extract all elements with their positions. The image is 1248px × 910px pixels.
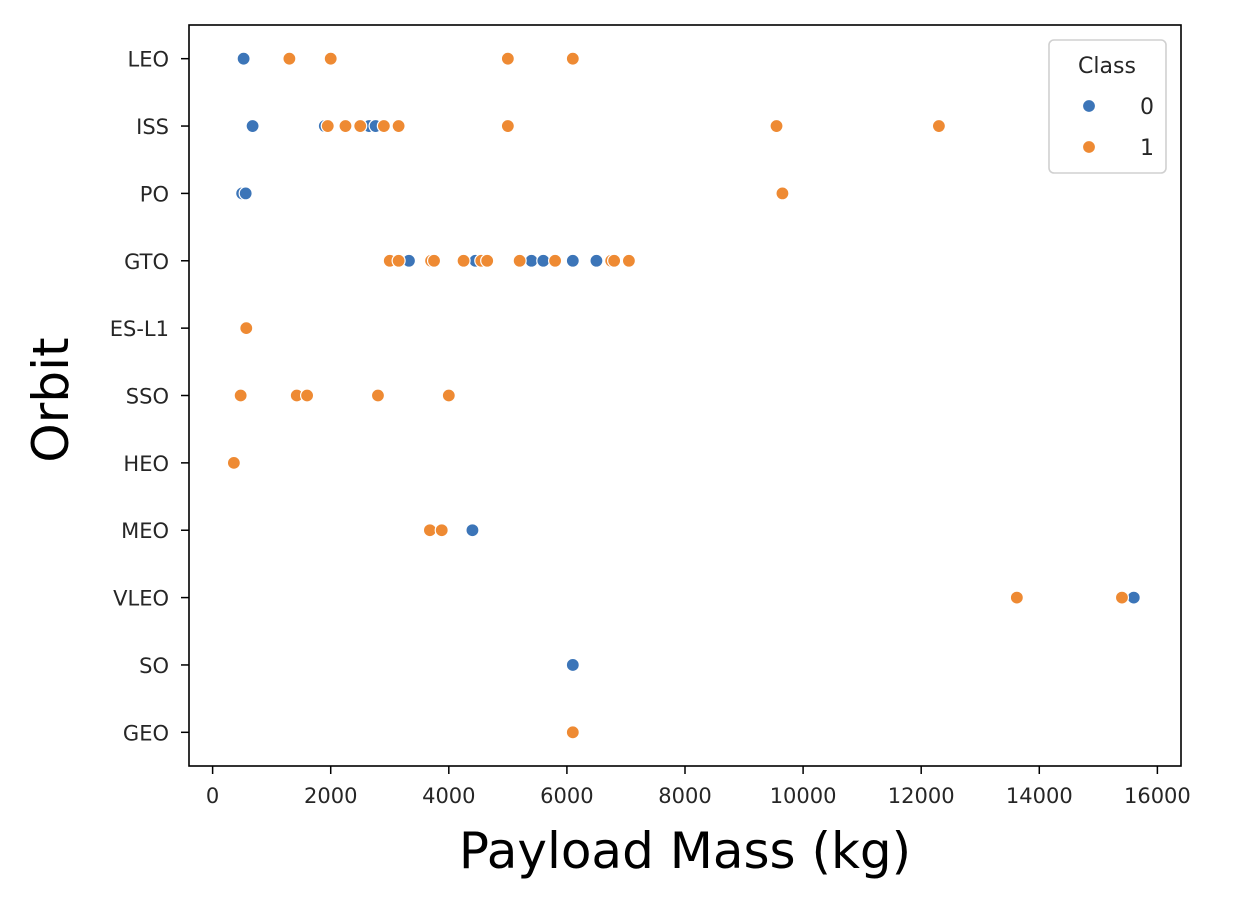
data-point-class-1 <box>1009 590 1024 605</box>
x-tick-label: 16000 <box>1124 784 1191 808</box>
data-point-class-1 <box>299 388 315 403</box>
y-tick-label: SSO <box>126 385 169 409</box>
y-tick-label: PO <box>140 182 169 206</box>
y-tick-label: VLEO <box>113 587 169 611</box>
x-tick-label: 2000 <box>304 784 357 808</box>
data-point-class-1 <box>565 725 580 740</box>
y-tick-label: GTO <box>124 250 169 274</box>
legend-marker-class-1 <box>1081 139 1097 155</box>
legend-label-class-0: 0 <box>1140 95 1154 120</box>
legend-box <box>1048 39 1167 174</box>
legend-title: Class <box>1078 54 1136 79</box>
data-point-class-1 <box>320 118 335 134</box>
legend-marker-class-0 <box>1081 98 1097 114</box>
data-point-class-1 <box>480 253 495 268</box>
data-point-class-1 <box>775 186 790 201</box>
y-tick-label: ES-L1 <box>110 317 169 341</box>
data-point-class-1 <box>282 51 297 66</box>
legend: Class 0 1 <box>1048 39 1167 174</box>
y-axis-title: Orbit <box>22 337 80 462</box>
y-tick-label: MEO <box>121 519 169 543</box>
data-point-class-1 <box>391 253 406 268</box>
data-point-class-0 <box>245 118 260 134</box>
data-point-class-1 <box>547 253 563 268</box>
data-point-class-1 <box>226 455 241 470</box>
data-point-class-1 <box>512 253 527 268</box>
data-point-class-1 <box>233 388 248 403</box>
data-points <box>226 51 1141 740</box>
x-tick-label: 0 <box>206 784 219 808</box>
x-tick-label: 14000 <box>1006 784 1073 808</box>
y-tick-label: ISS <box>136 115 169 139</box>
data-point-class-0 <box>589 253 604 268</box>
y-tick-label: HEO <box>123 452 169 476</box>
data-point-class-0 <box>565 657 580 673</box>
data-point-class-1 <box>370 388 386 403</box>
data-point-class-1 <box>391 118 406 134</box>
data-point-class-1 <box>426 253 442 268</box>
x-tick-label: 12000 <box>888 784 955 808</box>
data-point-class-1 <box>338 118 353 134</box>
data-point-class-1 <box>434 523 449 538</box>
data-point-class-1 <box>769 118 784 134</box>
data-point-class-1 <box>353 118 368 134</box>
data-point-class-1 <box>323 51 338 66</box>
y-tick-label: LEO <box>128 48 170 72</box>
data-point-class-0 <box>536 253 551 268</box>
data-point-class-0 <box>524 253 539 268</box>
data-point-class-1 <box>239 321 254 336</box>
x-axis-title: Payload Mass (kg) <box>459 822 911 880</box>
data-point-class-1 <box>441 388 456 403</box>
data-point-class-0 <box>565 253 580 268</box>
data-point-class-1 <box>500 118 515 134</box>
x-tick-label: 10000 <box>770 784 837 808</box>
data-point-class-1 <box>500 51 515 66</box>
data-point-class-0 <box>465 523 480 538</box>
data-point-class-1 <box>621 253 637 268</box>
data-point-class-0 <box>1126 590 1141 605</box>
data-point-class-1 <box>422 523 438 538</box>
data-point-class-1 <box>565 51 580 66</box>
x-tick-label: 4000 <box>422 784 475 808</box>
x-tick-label: 8000 <box>658 784 711 808</box>
data-point-class-1 <box>931 118 947 134</box>
x-tick-label: 6000 <box>540 784 593 808</box>
data-point-class-1 <box>376 118 391 134</box>
y-tick-label: GEO <box>123 721 169 745</box>
data-point-class-1 <box>1114 590 1130 605</box>
data-point-class-0 <box>238 186 253 201</box>
data-point-class-0 <box>236 51 251 66</box>
legend-label-class-1: 1 <box>1140 136 1154 161</box>
y-axis-ticks: LEO ISS PO GTO ES-L1 SSO HEO MEO VLEO SO GEO <box>110 48 189 745</box>
data-point-class-1 <box>456 253 471 268</box>
data-point-class-1 <box>607 253 622 268</box>
y-tick-label: SO <box>139 654 169 678</box>
x-axis-ticks: 0 2000 4000 6000 8000 10000 12000 14000 16000 <box>206 766 1191 808</box>
plot-frame <box>188 24 1182 767</box>
